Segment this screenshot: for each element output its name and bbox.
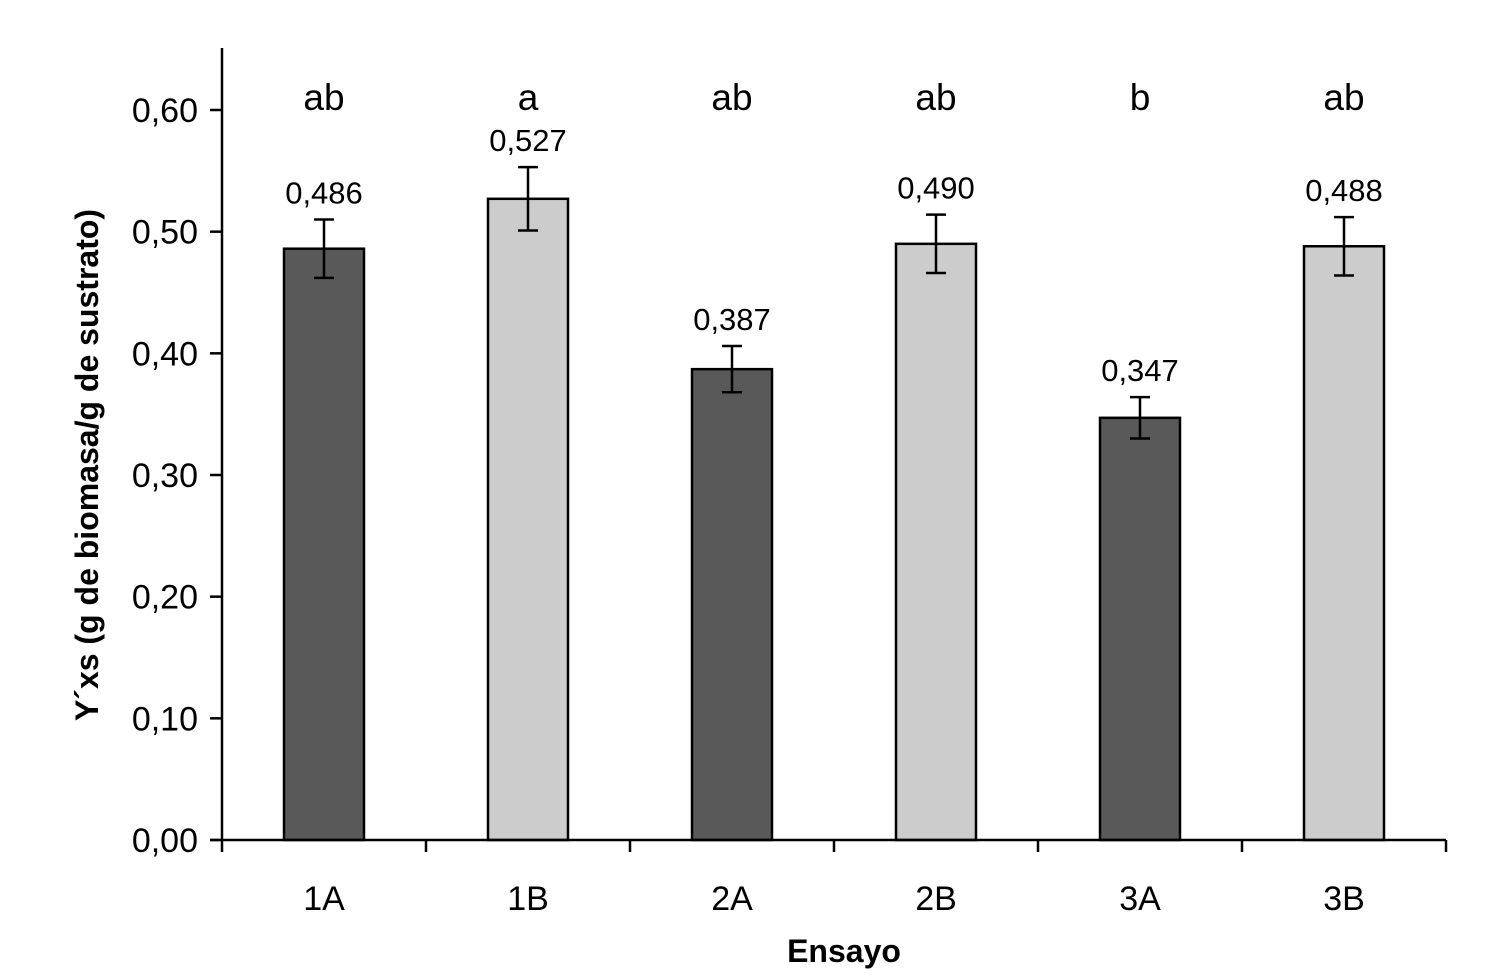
y-tick-label: 0,30 xyxy=(132,457,198,495)
value-label: 0,387 xyxy=(693,302,771,337)
significance-letter: a xyxy=(518,77,539,118)
y-tick-label: 0,60 xyxy=(132,92,198,130)
y-tick-label: 0,20 xyxy=(132,579,198,617)
axes-layer xyxy=(210,48,1446,842)
value-label: 0,486 xyxy=(285,176,363,211)
bar xyxy=(1098,416,1182,842)
y-tick-label: 0,10 xyxy=(132,700,198,738)
error-bars-layer xyxy=(314,165,1354,440)
bar xyxy=(690,367,774,842)
significance-letter: ab xyxy=(711,77,752,118)
x-tick-label: 1B xyxy=(507,880,549,918)
y-ticks-layer: 0,00 0,10 0,20 0,30 0,40 0,50 0,60 xyxy=(132,92,222,860)
y-tick-label: 0,40 xyxy=(132,335,198,373)
significance-letter: ab xyxy=(915,77,956,118)
y-tick-label: 0,50 xyxy=(132,214,198,252)
bars-layer xyxy=(282,197,1386,842)
x-tick-label: 3A xyxy=(1119,880,1161,918)
significance-letter: b xyxy=(1130,77,1151,118)
bar xyxy=(894,242,978,842)
x-axis-title: Ensayo xyxy=(787,933,901,969)
value-label: 0,347 xyxy=(1101,353,1179,388)
significance-letter: ab xyxy=(1323,77,1364,118)
y-tick-label: 0,00 xyxy=(132,822,198,860)
bar xyxy=(282,247,366,842)
value-label: 0,488 xyxy=(1305,173,1383,208)
value-label: 0,490 xyxy=(897,171,975,206)
bar xyxy=(486,197,570,842)
bar xyxy=(1302,245,1386,842)
significance-letter: ab xyxy=(303,77,344,118)
value-label: 0,527 xyxy=(489,123,567,158)
x-ticks-layer: 1A 1B 2A 2B 3A 3B xyxy=(220,840,1448,918)
x-tick-label: 3B xyxy=(1323,880,1365,918)
data-labels-layer: 0,486 ab 0,527 a 0,387 ab 0,490 ab 0,347 b 0,488 ab xyxy=(285,77,1383,388)
x-tick-label: 2B xyxy=(915,880,957,918)
x-tick-label: 1A xyxy=(303,880,345,918)
x-tick-label: 2A xyxy=(711,880,753,918)
y-axis-title: Y´xs (g de biomasa/g de sustrato) xyxy=(69,209,105,721)
